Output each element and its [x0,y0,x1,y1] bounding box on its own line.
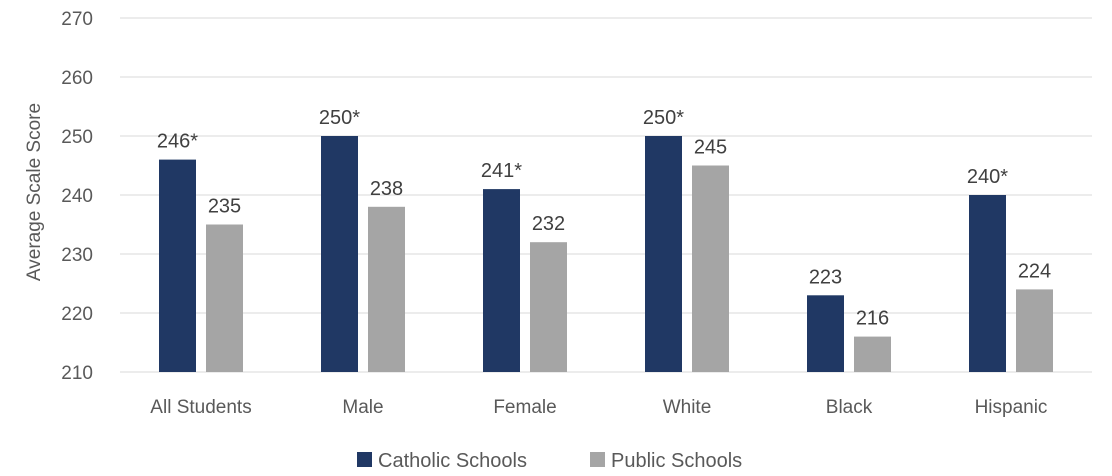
data-label-catholic-schools-female: 241* [481,160,522,182]
bar-catholic-schools-all-students [159,159,196,372]
data-label-public-schools-black: 216 [856,308,889,330]
data-label-public-schools-white: 245 [694,137,727,159]
bar-catholic-schools-black [807,295,844,372]
y-axis-ticks: 210 220 230 240 250 260 270 [61,9,93,384]
y-tick-label: 270 [61,9,93,30]
bar-public-schools-male [368,206,405,372]
data-label-catholic-schools-all-students: 246* [157,131,198,153]
bar-public-schools-white [692,165,729,372]
x-tick-label-female: Female [493,397,556,418]
data-labels: 246* 235 250* 238 241* 232 250* 245 223 216 240* 22… [157,107,1051,330]
data-label-catholic-schools-black: 223 [809,266,842,288]
bar-catholic-schools-male [321,136,358,372]
data-label-public-schools-all-students: 235 [208,196,241,218]
bar-public-schools-female [530,242,567,372]
bar-public-schools-black [854,336,891,372]
data-label-public-schools-female: 232 [532,213,565,235]
y-axis-title: Average Scale Score [24,103,45,281]
data-label-catholic-schools-male: 250* [319,107,360,129]
y-tick-label: 260 [61,68,93,89]
x-tick-label-all-students: All Students [150,397,251,418]
x-tick-label-hispanic: Hispanic [975,397,1048,418]
data-label-public-schools-male: 238 [370,178,403,200]
y-tick-label: 230 [61,245,93,266]
y-tick-label: 220 [61,304,93,325]
y-tick-label: 240 [61,186,93,207]
gridlines [120,17,1092,373]
legend: Catholic Schools Public Schools [357,450,742,472]
bar-public-schools-all-students [206,224,243,372]
data-label-catholic-schools-hispanic: 240* [967,166,1008,188]
x-tick-label-black: Black [826,397,873,418]
data-label-public-schools-hispanic: 224 [1018,260,1051,282]
legend-label-catholic-schools: Catholic Schools [378,450,527,472]
legend-swatch-public-schools [590,452,605,467]
x-axis-ticks: All Students Male Female White Black Hispanic [150,397,1047,418]
data-label-catholic-schools-white: 250* [643,107,684,129]
bar-catholic-schools-white [645,136,682,372]
legend-swatch-catholic-schools [357,452,372,467]
y-tick-label: 250 [61,127,93,148]
x-tick-label-white: White [663,397,712,418]
x-tick-label-male: Male [342,397,383,418]
bars [159,136,1053,372]
bar-catholic-schools-hispanic [969,195,1006,372]
y-tick-label: 210 [61,363,93,384]
bar-catholic-schools-female [483,189,520,372]
bar-public-schools-hispanic [1016,289,1053,372]
legend-label-public-schools: Public Schools [611,450,742,472]
